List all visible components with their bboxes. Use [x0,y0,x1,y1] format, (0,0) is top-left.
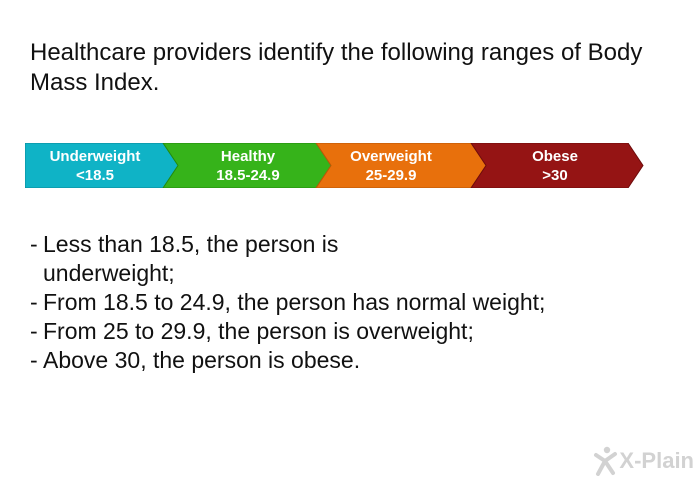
bmi-segment-range: >30 [542,166,568,184]
x-plain-logo: X-Plain [593,446,694,476]
list-dash: - [30,231,38,257]
bmi-segment-obese: Obese >30 [485,143,625,188]
bmi-segment-name: Healthy [220,147,276,165]
list-item-text: From 18.5 to 24.9, the person has normal… [43,289,546,315]
logo-text: X-Plain [619,448,694,473]
bmi-segment-underweight: Underweight <18.5 [25,143,165,188]
list-item-text: Above 30, the person is obese. [43,347,361,373]
list-item-text: Less than 18.5, the person is underweigh… [43,231,339,286]
bmi-scale-graphic [25,143,644,188]
bmi-segment-healthy-shape [162,143,334,188]
bmi-segment-name: Underweight [49,147,141,165]
bmi-segment-name: Obese [532,147,578,165]
bmi-range-list: - Less than 18.5, the person is underwei… [30,230,670,375]
bmi-segment-obese-shape [470,143,644,188]
bmi-segment-overweight: Overweight 25-29.9 [321,143,461,188]
list-dash: - [30,289,38,315]
bmi-segment-range: 18.5-24.9 [216,166,280,184]
bmi-segment-range: <18.5 [76,166,114,184]
list-item: - Above 30, the person is obese. [30,346,670,375]
page-heading: Healthcare providers identify the follow… [30,39,643,96]
list-item-text: From 25 to 29.9, the person is overweigh… [43,318,474,344]
x-plain-figure-icon [594,446,618,476]
list-item: - Less than 18.5, the person is underwei… [30,230,413,288]
bmi-scale-bar: Underweight <18.5 Healthy 18.5-24.9 Over… [25,143,645,188]
list-item: - From 18.5 to 24.9, the person has norm… [30,288,563,317]
bmi-segment-healthy: Healthy 18.5-24.9 [178,143,318,188]
bmi-segment-name: Overweight [350,147,432,165]
bmi-segment-overweight-shape [315,143,489,188]
list-dash: - [30,347,38,373]
bmi-segment-range: 25-29.9 [365,166,417,184]
list-dash: - [30,318,38,344]
list-item: - From 25 to 29.9, the person is overwei… [30,317,670,346]
